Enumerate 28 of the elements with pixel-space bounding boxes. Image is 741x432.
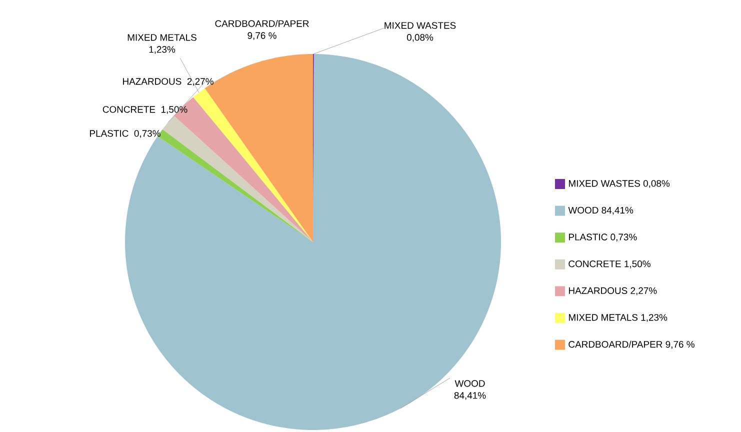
slice-label: HAZARDOUS [123, 78, 182, 85]
data-label: 9,76 % [248, 32, 276, 40]
slice-label: PLASTIC [90, 130, 128, 137]
data-label: 1,50% [161, 106, 188, 114]
slice-label: MIXED METALS [128, 34, 196, 41]
slice-label: MIXED WASTES [384, 22, 456, 29]
text: 9,76 % [666, 341, 694, 349]
slice-label: CONCRETE [102, 106, 156, 113]
data-label: 1,23% [149, 46, 176, 54]
data-label: 0,08% [406, 34, 434, 42]
text: 0,73% [610, 234, 637, 242]
legend-label: CARDBOARD/PAPER [568, 340, 662, 348]
text: 1,23% [641, 314, 668, 322]
legend-label: MIXED WASTES [568, 180, 640, 187]
data-label: 2,27% [187, 78, 214, 86]
data-label: 84,41% [454, 392, 486, 400]
legend-label: CONCRETE [568, 260, 621, 268]
slice-label: CARDBOARD/PAPER [215, 20, 309, 27]
legend-label: WOOD [568, 206, 598, 214]
text: 1,50% [624, 260, 650, 268]
slice-label: WOOD [454, 380, 485, 387]
text: 84,41% [602, 206, 634, 215]
text: 2,27% [630, 287, 657, 296]
text: 0,08% [643, 180, 670, 188]
legend-label: HAZARDOUS [568, 287, 628, 294]
legend-label: PLASTIC [568, 234, 608, 240]
legend-label: MIXED METALS [568, 314, 638, 321]
data-label: 0,73% [134, 130, 160, 138]
